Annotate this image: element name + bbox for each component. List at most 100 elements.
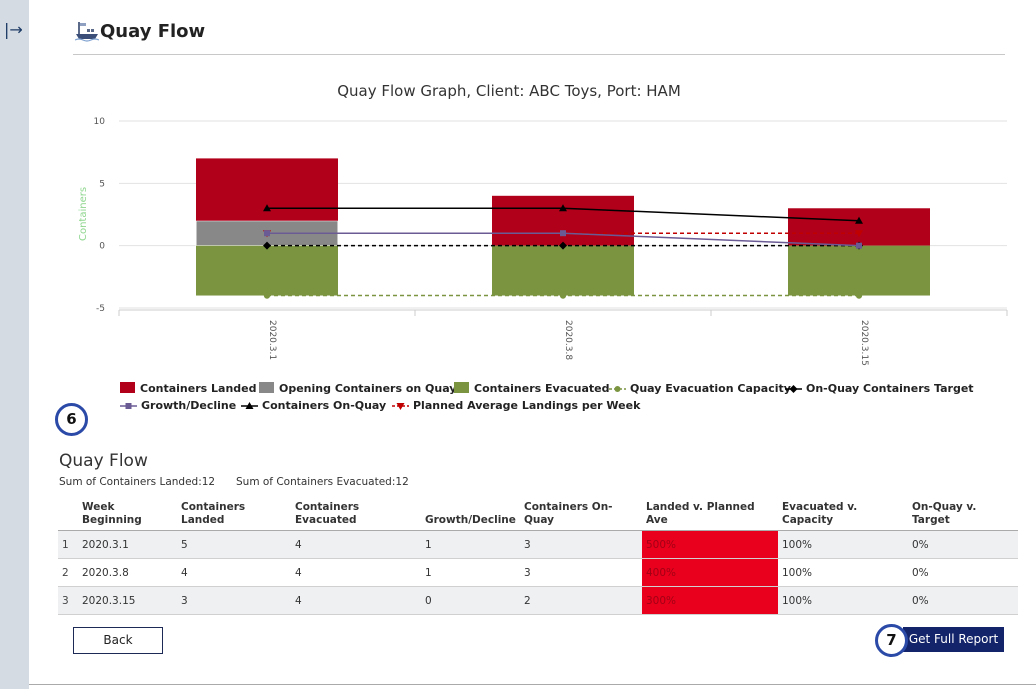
legend-label: Quay Evacuation Capacity (630, 382, 791, 395)
bar-containers-landed (788, 208, 930, 246)
evacuation-capacity-point (263, 292, 271, 299)
containers-on-quay-point (559, 204, 567, 212)
cell-evacuated: 4 (291, 586, 421, 615)
cell-on-quay-v-target: 0% (908, 530, 1018, 559)
table-header-index (58, 500, 78, 531)
legend-label: Containers Evacuated (474, 382, 610, 395)
legend-line-symbol (785, 385, 802, 393)
evacuation-capacity-point (559, 292, 567, 299)
chart-x-ticks: 2020.3.1 2020.3.8 2020.3.15 (267, 320, 869, 366)
evacuation-capacity-point (855, 292, 863, 299)
cell-on-quay: 3 (520, 558, 642, 587)
cell-evacuated: 4 (291, 530, 421, 559)
cell-landed: 4 (177, 558, 291, 587)
on-quay-target-point (559, 241, 567, 250)
step-badge-6: 6 (55, 403, 88, 436)
cell-on-quay-v-target: 0% (908, 586, 1018, 615)
legend-label: On-Quay Containers Target (806, 382, 974, 395)
bar-containers-evacuated (788, 245, 930, 296)
table-row[interactable]: 2 2020.3.8 4 4 1 3 400% 100% 0% (58, 558, 1018, 587)
page-title: Quay Flow (100, 21, 206, 42)
x-tick-label: 2020.3.15 (859, 320, 869, 366)
table-header[interactable]: Landed v. Planned Ave (642, 500, 778, 531)
containers-on-quay-point (263, 204, 271, 212)
legend-opening-containers[interactable]: Opening Containers on Quay (259, 382, 456, 395)
row-index: 3 (58, 586, 78, 615)
y-axis-label: Containers (78, 187, 89, 241)
table-header[interactable]: On-Quay v. Target (908, 500, 1018, 531)
cell-landed: 5 (177, 530, 291, 559)
sum-containers-evacuated: Sum of Containers Evacuated:12 (236, 476, 409, 488)
y-tick-label: 5 (99, 179, 105, 189)
title-divider (73, 54, 1005, 55)
bottom-divider (29, 684, 1036, 685)
bar-containers-evacuated (196, 245, 338, 296)
bar-containers-landed (196, 158, 338, 221)
legend-line-symbol (120, 403, 137, 409)
cell-week: 2020.3.8 (78, 558, 177, 587)
sidebar-expand-icon[interactable]: |→ (4, 20, 23, 39)
legend-containers-evacuated[interactable]: Containers Evacuated (454, 382, 609, 395)
table-header[interactable]: Week Beginning (78, 500, 177, 531)
cell-on-quay-v-target: 0% (908, 558, 1018, 587)
cell-landed-v-planned: 400% (642, 558, 778, 587)
ship-icon (75, 22, 99, 42)
cell-growth: 1 (421, 530, 520, 559)
step-badge-7: 7 (875, 624, 908, 657)
table-row[interactable]: 3 2020.3.15 3 4 0 2 300% 100% 0% (58, 586, 1018, 615)
legend-line-symbol (609, 386, 626, 392)
y-tick-label: 0 (99, 242, 105, 252)
cell-on-quay: 3 (520, 530, 642, 559)
table-header[interactable]: Growth/Decline (421, 500, 520, 531)
table-header[interactable]: Evacuated v. Capacity (778, 500, 908, 531)
growth-decline-point (264, 230, 270, 237)
growth-decline-point (856, 242, 862, 249)
legend-label: Planned Average Landings per Week (413, 399, 641, 412)
legend-label: Opening Containers on Quay (279, 382, 457, 395)
get-full-report-button[interactable]: Get Full Report (903, 627, 1004, 652)
legend-label: Growth/Decline (141, 399, 237, 412)
legend-line-symbol (241, 402, 258, 409)
legend-quay-evacuation-capacity[interactable]: Quay Evacuation Capacity (609, 382, 791, 395)
cell-on-quay: 2 (520, 586, 642, 615)
bar-containers-landed (492, 195, 634, 246)
cell-growth: 1 (421, 558, 520, 587)
chart-bars (195, 158, 930, 296)
legend-growth-decline[interactable]: Growth/Decline (120, 399, 236, 412)
back-button[interactable]: Back (73, 627, 163, 654)
table-header[interactable]: Containers Evacuated (291, 500, 421, 531)
x-tick-label: 2020.3.8 (563, 320, 573, 360)
main-content: Quay Flow Quay Flow Graph, Client: ABC T… (29, 0, 1036, 689)
cell-evac-v-capacity: 100% (778, 586, 908, 615)
cell-week: 2020.3.1 (78, 530, 177, 559)
legend-label: Containers On-Quay (262, 399, 387, 412)
table-row[interactable]: 1 2020.3.1 5 4 1 3 500% 100% 0% (58, 530, 1018, 559)
sidebar: |→ (0, 0, 29, 689)
legend-containers-landed[interactable]: Containers Landed (120, 382, 256, 395)
chart-title: Quay Flow Graph, Client: ABC Toys, Port:… (337, 82, 681, 100)
row-index: 2 (58, 558, 78, 587)
legend-swatch (120, 382, 135, 393)
planned-average-landings-point (855, 230, 863, 238)
on-quay-target-point (263, 241, 271, 250)
containers-on-quay-point (855, 216, 863, 224)
cell-evac-v-capacity: 100% (778, 558, 908, 587)
legend-swatch (259, 382, 274, 393)
legend-swatch (454, 382, 469, 393)
cell-landed-v-planned: 300% (642, 586, 778, 615)
cell-evacuated: 4 (291, 558, 421, 587)
table-header[interactable]: Containers Landed (177, 500, 291, 531)
quay-flow-table: Week Beginning Containers Landed Contain… (58, 500, 1018, 615)
sum-containers-landed: Sum of Containers Landed:12 (59, 476, 216, 488)
cell-growth: 0 (421, 586, 520, 615)
legend-line-symbol (392, 403, 409, 410)
y-tick-label: 10 (94, 117, 106, 127)
legend-on-quay-target[interactable]: On-Quay Containers Target (785, 382, 974, 395)
chart-lines (263, 204, 863, 299)
row-index: 1 (58, 530, 78, 559)
table-header[interactable]: Containers On-Quay (520, 500, 642, 531)
legend-planned-average-landings[interactable]: Planned Average Landings per Week (392, 399, 640, 412)
quay-flow-chart: Quay Flow Graph, Client: ABC Toys, Port:… (78, 82, 1008, 366)
legend-containers-on-quay[interactable]: Containers On-Quay (241, 399, 386, 412)
cell-landed: 3 (177, 586, 291, 615)
